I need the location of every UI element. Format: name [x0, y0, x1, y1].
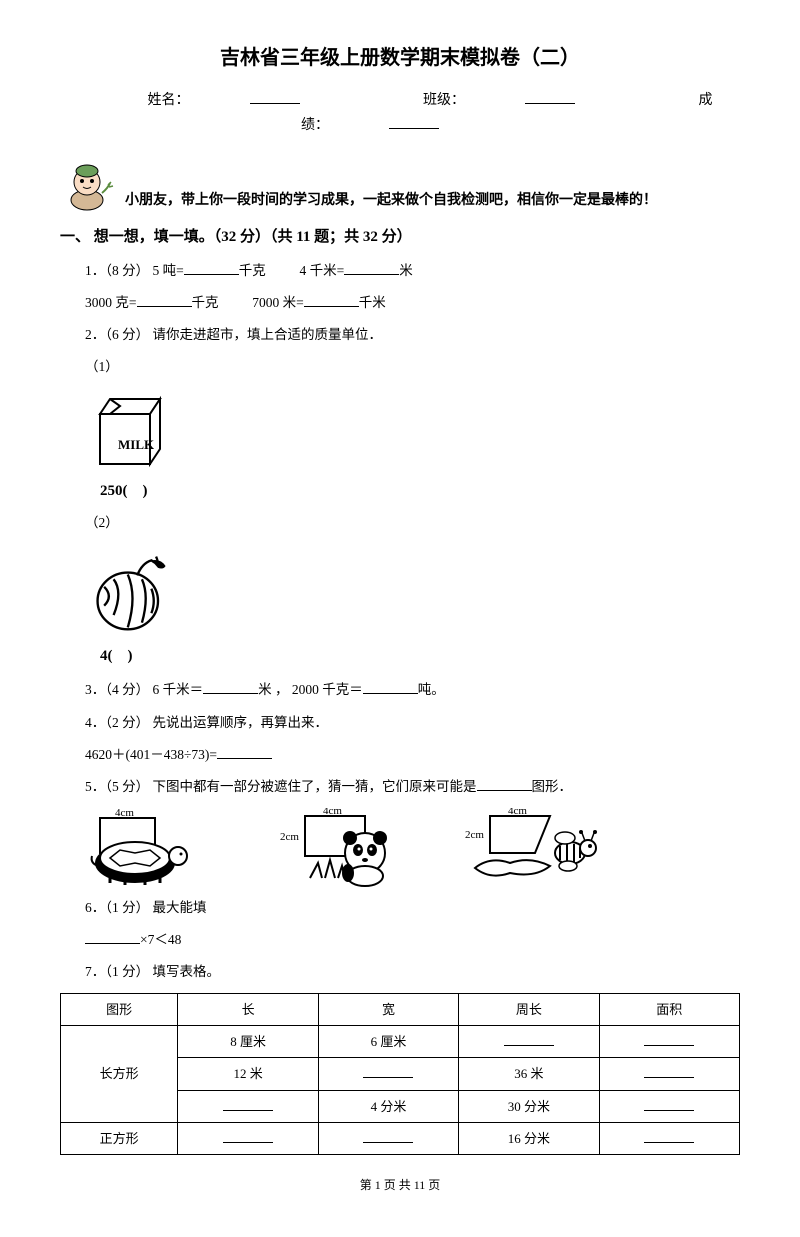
- q5-a: 5．（5 分） 下图中都有一部分被遮住了，猜一猜，它们原来可能是: [85, 779, 477, 794]
- q1-u4: 千米: [359, 295, 386, 310]
- milk-cap-a: 250(: [100, 483, 128, 499]
- intro-row: 小朋友，带上你一段时间的学习成果，一起来做个自我检测吧，相信你一定是最棒的！: [60, 158, 740, 213]
- table-header-row: 图形 长 宽 周长 面积: [61, 993, 740, 1025]
- q1-p2: 4 千米=: [300, 263, 345, 278]
- q1-a: 1．（8 分） 5 吨=: [85, 263, 184, 278]
- th-4: 面积: [599, 993, 739, 1025]
- svg-text:MILK: MILK: [118, 437, 155, 452]
- q2-s1: （1）: [85, 355, 740, 379]
- q1-b2[interactable]: [344, 261, 399, 275]
- q5: 5．（5 分） 下图中都有一部分被遮住了，猜一猜，它们原来可能是 图形．: [85, 775, 740, 799]
- svg-text:2cm: 2cm: [465, 829, 484, 841]
- th-2: 宽: [318, 993, 458, 1025]
- c-3-4[interactable]: [599, 1123, 739, 1155]
- score-blank[interactable]: [389, 115, 439, 129]
- th-3: 周长: [459, 993, 599, 1025]
- c-0-1: 8 厘米: [178, 1025, 318, 1057]
- q4-a: 4．（2 分） 先说出运算顺序，再算出来．: [85, 711, 740, 735]
- wm-cap-a: 4(: [100, 648, 113, 664]
- wm-cap-b: ): [128, 648, 133, 664]
- q1: 1．（8 分） 5 吨= 千克 4 千米= 米: [85, 259, 740, 283]
- class-blank[interactable]: [525, 90, 575, 104]
- cartoon-icon: [60, 158, 115, 213]
- c-3-2[interactable]: [318, 1123, 458, 1155]
- q5-blank[interactable]: [477, 778, 532, 792]
- q2-s2: （2）: [85, 511, 740, 535]
- q5-b: 图形．: [532, 779, 573, 794]
- c-3-1[interactable]: [178, 1123, 318, 1155]
- q3: 3．（4 分） 6 千米＝ 米 ， 2000 千克＝ 吨。: [85, 678, 740, 702]
- shape-panda: 4cm 2cm: [270, 808, 420, 888]
- page-footer: 第 1 页 共 11 页: [60, 1175, 740, 1197]
- q7-a: 7．（1 分） 填写表格。: [85, 960, 740, 984]
- th-0: 图形: [61, 993, 178, 1025]
- svg-text:4cm: 4cm: [508, 808, 527, 817]
- c-2-3: 30 分米: [459, 1090, 599, 1122]
- c-0-4[interactable]: [599, 1025, 739, 1057]
- q6-b: ×7＜48: [85, 928, 740, 952]
- th-1: 长: [178, 993, 318, 1025]
- c-1-4[interactable]: [599, 1058, 739, 1090]
- q1-b4[interactable]: [304, 293, 359, 307]
- c-2-2: 4 分米: [318, 1090, 458, 1122]
- info-line: 姓名： 班级： 成绩：: [60, 88, 740, 138]
- q7-table: 图形 长 宽 周长 面积 长方形 8 厘米 6 厘米 12 米 36 米 4 分…: [60, 993, 740, 1156]
- q1-l2b: 7000 米=: [252, 295, 304, 310]
- intro-text: 小朋友，带上你一段时间的学习成果，一起来做个自我检测吧，相信你一定是最棒的！: [125, 158, 657, 213]
- q2: 2．（6 分） 请你走进超市，填上合适的质量单位．: [85, 323, 740, 347]
- dim1-label: 4cm: [115, 808, 134, 819]
- q6-blank[interactable]: [85, 930, 140, 944]
- c-2-1[interactable]: [178, 1090, 318, 1122]
- q3-b1[interactable]: [203, 681, 258, 695]
- c-0-3[interactable]: [459, 1025, 599, 1057]
- c-0-2: 6 厘米: [318, 1025, 458, 1057]
- q3-a: 3．（4 分） 6 千米＝: [85, 682, 203, 697]
- svg-text:2cm: 2cm: [280, 831, 299, 843]
- milk-cap-b: ): [143, 483, 148, 499]
- class-label: 班级：: [423, 93, 465, 108]
- c-1-3: 36 米: [459, 1058, 599, 1090]
- svg-text:4cm: 4cm: [323, 808, 342, 817]
- c-1-1: 12 米: [178, 1058, 318, 1090]
- page-title: 吉林省三年级上册数学期末模拟卷（二）: [60, 40, 740, 76]
- q1-l2a: 3000 克=: [85, 295, 137, 310]
- milk-icon: MILK: [90, 394, 170, 469]
- q3-b: 米 ， 2000 千克＝: [258, 682, 363, 697]
- watermelon-caption: 4( ): [100, 643, 740, 670]
- c-0-0: 长方形: [61, 1025, 178, 1122]
- shapes-row: 4cm 4cm 2cm 4cm 2cm: [80, 808, 740, 888]
- q1-b3[interactable]: [137, 293, 192, 307]
- section1-header: 一、 想一想，填一填。（32 分）（共 11 题；共 32 分）: [60, 224, 740, 251]
- q3-c: 吨。: [418, 682, 445, 697]
- milk-caption: 250( ): [100, 478, 740, 505]
- c-3-0: 正方形: [61, 1123, 178, 1155]
- name-label: 姓名：: [148, 93, 190, 108]
- c-2-4[interactable]: [599, 1090, 739, 1122]
- q6-a: 6．（1 分） 最大能填: [85, 896, 740, 920]
- q1-u1: 千克: [239, 263, 266, 278]
- table-row: 长方形 8 厘米 6 厘米: [61, 1025, 740, 1057]
- shape-turtle: 4cm: [80, 808, 230, 888]
- c-3-3: 16 分米: [459, 1123, 599, 1155]
- watermelon-icon: [90, 549, 175, 634]
- q1-u2: 米: [399, 263, 413, 278]
- name-blank[interactable]: [250, 90, 300, 104]
- q4-blank[interactable]: [217, 746, 272, 760]
- q4-b: 4620＋(401－438÷73)=: [85, 743, 740, 767]
- q3-b2[interactable]: [363, 681, 418, 695]
- shape-bee: 4cm 2cm: [460, 808, 610, 888]
- c-1-2[interactable]: [318, 1058, 458, 1090]
- q6-expr: ×7＜48: [140, 932, 181, 947]
- q4-expr: 4620＋(401－438÷73)=: [85, 747, 217, 762]
- q1-u3: 千克: [192, 295, 219, 310]
- q1-line2: 3000 克= 千克 7000 米= 千米: [85, 291, 740, 315]
- q1-b1[interactable]: [184, 261, 239, 275]
- table-row: 正方形 16 分米: [61, 1123, 740, 1155]
